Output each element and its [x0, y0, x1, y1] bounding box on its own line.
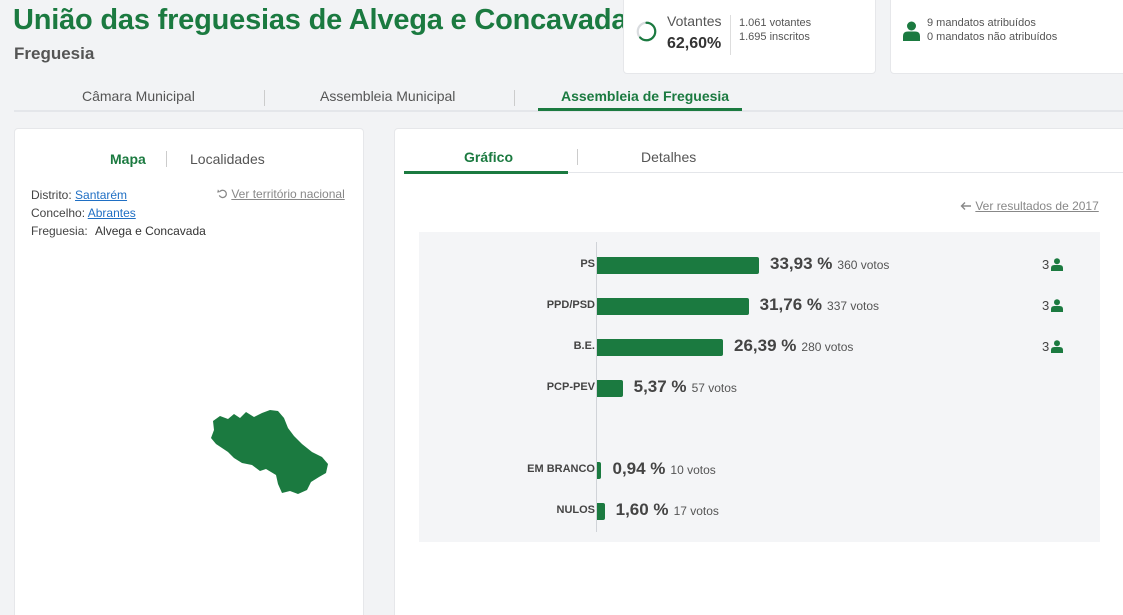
- turnout-label: Votantes: [667, 13, 722, 29]
- bar-percentage-label: 5,37 %: [633, 377, 687, 396]
- mandates-count: 3: [1042, 257, 1064, 272]
- chart-row: EM BRANCO 0,94 % 10 votos: [419, 459, 1100, 480]
- person-icon: [1051, 258, 1064, 271]
- tab-camara-municipal[interactable]: Câmara Municipal: [82, 88, 195, 104]
- previous-results-label: Ver resultados de 2017: [975, 199, 1099, 213]
- arrow-left-icon: [960, 202, 971, 210]
- bar-votes-label: 10 votos: [670, 463, 716, 477]
- tab-assembleia-municipal[interactable]: Assembleia Municipal: [320, 88, 456, 104]
- party-label: B.E.: [573, 340, 595, 352]
- mandates-card: 9 mandatos atribuídos 0 mandatos não atr…: [890, 0, 1123, 74]
- previous-results-link[interactable]: Ver resultados de 2017: [960, 199, 1099, 213]
- national-territory-link[interactable]: Ver território nacional: [217, 187, 345, 201]
- freguesia-label: Freguesia:: [31, 224, 88, 238]
- party-label: PPD/PSD: [546, 299, 595, 311]
- tab-separator: [166, 151, 167, 167]
- chart-bar[interactable]: [597, 339, 723, 356]
- tab-separator: [514, 90, 515, 106]
- national-territory-link-label: Ver território nacional: [231, 187, 345, 201]
- chart-row: NULOS 1,60 % 17 votos: [419, 500, 1100, 521]
- turnout-card: Votantes 62,60% 1.061 votantes 1.695 ins…: [623, 0, 876, 74]
- bar-votes-label: 280 votos: [801, 340, 854, 354]
- turnout-percentage: 62,60%: [667, 35, 722, 52]
- distrito-link[interactable]: Santarém: [75, 188, 128, 202]
- bar-value: 26,39 % 280 votos: [734, 336, 853, 356]
- bar-percentage-label: 1,60 %: [615, 500, 669, 519]
- bar-votes-label: 360 votos: [837, 258, 890, 272]
- mandates-assigned: 9 mandatos atribuídos: [927, 17, 1036, 29]
- bar-votes-label: 17 votos: [673, 504, 719, 518]
- page-title: União das freguesias de Alvega e Concava…: [13, 4, 628, 36]
- results-bar-chart: PS 33,93 % 360 votos 3 PPD/PSD 31,76 % 337 vot…: [419, 232, 1100, 542]
- active-tab-indicator: [538, 108, 742, 111]
- tab-localidades[interactable]: Localidades: [190, 151, 265, 167]
- chart-bar[interactable]: [597, 298, 749, 315]
- concelho-link[interactable]: Abrantes: [87, 206, 136, 220]
- turnout-divider: [730, 15, 731, 55]
- tab-separator: [577, 149, 578, 165]
- map-panel: Mapa Localidades Distrito: Santarém Conc…: [14, 128, 364, 615]
- mandates-number: 3: [1042, 298, 1050, 313]
- bar-percentage-label: 26,39 %: [734, 336, 797, 355]
- chart-row: B.E. 26,39 % 280 votos 3: [419, 336, 1100, 357]
- bar-percentage-label: 0,94 %: [612, 459, 666, 478]
- turnout-ring-icon: [636, 21, 657, 42]
- results-panel: Gráfico Detalhes Ver resultados de 2017 …: [394, 128, 1123, 615]
- party-label: NULOS: [556, 504, 596, 516]
- chart-bar[interactable]: [597, 380, 623, 397]
- party-label: PS: [580, 258, 595, 270]
- chart-row: PS 33,93 % 360 votos 3: [419, 254, 1100, 275]
- bar-value: 33,93 % 360 votos: [770, 254, 889, 274]
- mandates-count: 3: [1042, 298, 1064, 313]
- distrito-label: Distrito:: [31, 188, 72, 202]
- chart-row: PCP-PEV 5,37 % 57 votos: [419, 377, 1100, 398]
- bar-percentage-label: 31,76 %: [759, 295, 823, 314]
- chart-bar[interactable]: [597, 257, 759, 274]
- active-tab-indicator: [404, 171, 568, 174]
- concelho-row: Concelho: Abrantes: [31, 206, 136, 220]
- tab-assembleia-freguesia[interactable]: Assembleia de Freguesia: [561, 88, 730, 104]
- bar-value: 5,37 % 57 votos: [634, 377, 737, 397]
- bar-votes-label: 57 votos: [691, 381, 737, 395]
- mandates-number: 3: [1042, 257, 1050, 272]
- chart-bar[interactable]: [597, 462, 602, 479]
- bar-value: 31,76 % 337 votos: [760, 295, 879, 315]
- election-tabs: Câmara Municipal Assembleia Municipal As…: [14, 82, 1123, 112]
- parish-map[interactable]: [210, 409, 330, 494]
- tab-separator: [264, 90, 265, 106]
- distrito-row: Distrito: Santarém: [31, 188, 127, 202]
- bar-value: 1,60 % 17 votos: [616, 500, 719, 520]
- party-label: PCP-PEV: [546, 381, 595, 393]
- voters-count: 1.061 votantes: [739, 17, 812, 29]
- person-icon: [903, 21, 920, 41]
- tabs-baseline: [404, 172, 1123, 173]
- bar-votes-label: 337 votos: [827, 299, 880, 313]
- chart-bar[interactable]: [597, 503, 605, 520]
- parish-shape[interactable]: [211, 410, 328, 494]
- party-label: EM BRANCO: [527, 463, 595, 475]
- chart-axis-line: [596, 242, 597, 532]
- tab-detalhes[interactable]: Detalhes: [641, 149, 697, 165]
- freguesia-value: Alvega e Concavada: [95, 224, 206, 238]
- concelho-label: Concelho:: [31, 206, 86, 220]
- tab-grafico[interactable]: Gráfico: [464, 149, 514, 165]
- mandates-number: 3: [1042, 339, 1050, 354]
- page-subtitle: Freguesia: [14, 44, 95, 63]
- chart-row: PPD/PSD 31,76 % 337 votos 3: [419, 295, 1100, 316]
- mandates-count: 3: [1042, 339, 1064, 354]
- tab-mapa[interactable]: Mapa: [110, 151, 146, 167]
- mandates-unassigned: 0 mandatos não atribuídos: [927, 31, 1058, 43]
- undo-icon: [217, 189, 227, 199]
- bar-value: 0,94 % 10 votos: [612, 459, 715, 479]
- bar-percentage-label: 33,93 %: [770, 254, 833, 273]
- person-icon: [1051, 299, 1064, 312]
- freguesia-row: Freguesia: Alvega e Concavada: [31, 224, 206, 238]
- registered-count: 1.695 inscritos: [739, 31, 810, 43]
- person-icon: [1051, 340, 1064, 353]
